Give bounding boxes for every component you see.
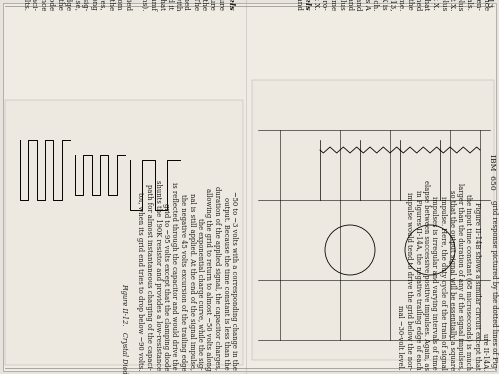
Text: across R, and B is 105 volts, the potential at X is: across R, and B is 105 volts, the potent… [380,0,388,10]
Text: cathode is returned to −70 volts. Thus, the tube has reached: cathode is returned to −70 volts. Thus, … [183,0,191,10]
Text: tial difference that exists between the two signals.: tial difference that exists between the … [465,0,473,10]
Text: the negative 45 volts excursion of the trailing edge: the negative 45 volts excursion of the t… [64,0,72,10]
Text: B signal will raises the potential of of point X.: B signal will raises the potential of of… [448,0,456,10]
FancyBboxPatch shape [5,100,243,365]
Text: is high and provides a means of dropping the poten-: is high and provides a means of dropping… [474,0,482,10]
Text: mal −30-volt level.: mal −30-volt level. [397,305,405,370]
FancyBboxPatch shape [252,80,494,360]
Text: grid is at −90 volts under no-signal conditions. The: grid is at −90 volts under no-signal con… [192,0,200,10]
Text: can be seen from the value of the components that: can be seen from the value of the compon… [158,0,166,10]
Text: Crystal diodes are also used for clamping, and: Crystal diodes are also used for clampin… [295,0,303,10]
Text: Figure II-14B shows a similar circuit except that: Figure II-14B shows a similar circuit ex… [473,202,481,370]
Text: shunts the 190K resistor and provides a low-resistance: shunts the 190K resistor and provides a … [154,180,162,370]
Text: Diodes Used for Restoration of DC Levels: Diodes Used for Restoration of DC Levels [227,0,235,10]
Text: elapse between successive positive impulses. Again, as: elapse between successive positive impul… [422,180,430,370]
Text: a no-signal equilibrium status and is conducting with: a no-signal equilibrium status and is co… [175,0,183,10]
Text: clipping in several places in the 650 circuits. Figure: clipping in several places in the 650 ci… [217,0,225,10]
Text: output. Because the time constant is less than the: output. Because the time constant is les… [222,197,230,370]
Text: through the mix diode, point X is raised to a plus: through the mix diode, point X is raised… [337,0,345,10]
Text: the input time constant (68 microseconds) is much: the input time constant (68 microseconds… [465,194,473,370]
Text: IBM  650: IBM 650 [488,154,496,190]
Text: larger than the duration of any of the signal impulses,: larger than the duration of any of the s… [456,183,464,370]
Text: shunts the 190K resistor and provides a low-resistance: shunts the 190K resistor and provides a … [38,0,46,10]
Text: result. Thus, either A and B, or C and D will pro-: result. Thus, either A and B, or C and D… [320,0,328,10]
Text: to the grid, the grid immediately rises by 43 volts from: to the grid, the grid immediately rises … [115,0,123,10]
Text: In either the switch or the mix circuits, notice that: In either the switch or the mix circuits… [423,0,431,10]
Text: In the combination switch and mix circuits, plus A: In the combination switch and mix circui… [363,0,371,10]
Text: B signal and provides a potential at point X, or the plus: B signal and provides a potential at poi… [457,0,465,10]
Text: potential. Signals C and D will accomplish the same: potential. Signals C and D will accompli… [329,0,337,10]
Text: by that branch of the switch or mix that has the: by that branch of the switch or mix that… [406,0,414,10]
Text: the exponential charge curve, while the sig-: the exponential charge curve, while the … [196,218,204,370]
Text: grid to −95 volts except that the clamping diode: grid to −95 volts except that the clampi… [47,0,55,10]
Text: B signal will raise the potential of point X.: B signal will raise the potential of poi… [431,0,439,10]
Text: the potential of the output point (X) is determined: the potential of the output point (X) is… [414,0,422,10]
Text: the negative 45 volts excursion of the trailing edge: the negative 45 volts excursion of the t… [179,193,187,370]
Text: Under these conditions either the plus A or the plus: Under these conditions either the plus A… [440,0,448,10]
Text: larger potential across it when both are not the same.: larger potential across it when both are… [397,0,405,10]
Text: ure II-14A.: ure II-14A. [482,333,490,370]
Text: potential at point X, because in diode back resistance: potential at point X, because in diode b… [482,0,490,10]
Text: × .19 megohms).: × .19 megohms). [141,0,149,10]
Text: in Figures II-14A, the negative trailing edge of each: in Figures II-14A, the negative trailing… [414,190,422,370]
Text: allowing the grid to return to almost −50 volts along: allowing the grid to return to almost −5… [205,188,213,370]
Text: through the clamping diode, the potential at Y and: through the clamping diode, the potentia… [354,0,362,10]
Text: the exponential charge curve, while the sig-: the exponential charge curve, while the … [81,0,89,10]
Text: path for almost instantaneous charging of the capaci-: path for almost instantaneous charging o… [30,0,38,10]
Text: When an 8 microsecond, 45-volt signal is applied: When an 8 microsecond, 45-volt signal is… [123,0,132,10]
Text: duration of the applied signal, the capacitor charges,: duration of the applied signal, the capa… [98,0,106,10]
Text: path for almost instantaneous charging of the capaci-: path for almost instantaneous charging o… [145,184,153,370]
FancyBboxPatch shape [3,3,496,371]
Text: allowing the grid to return to almost −50 volts along: allowing the grid to return to almost −5… [89,0,97,10]
Text: tor, when its grid end tries to drop below −90 volts.: tor, when its grid end tries to drop bel… [137,191,145,370]
Text: impulse. Here, the duty cycle of the train of signal: impulse. Here, the duty cycle of the tra… [439,196,447,370]
Text: is reflected through the capacitor and would drive the: is reflected through the capacitor and w… [55,0,63,10]
Text: −50 to −3 volts with a corresponding change in the: −50 to −3 volts with a corresponding cha… [230,191,238,370]
Text: II-14 shows a crystal diode clamping circuit. Figure: II-14 shows a crystal diode clamping cir… [209,0,217,10]
Text: Figure II-12.   Crystal Diodes Used for Clamping: Figure II-12. Crystal Diodes Used for Cl… [120,283,128,374]
Text: so that the output signal will be essentially a square: so that the output signal will be essent… [448,190,456,370]
Text: determined by the R, and B branch.: determined by the R, and B branch. [371,0,380,10]
Text: tor, when its grid end tries to drop below −90 volts.: tor, when its grid end tries to drop bel… [21,0,29,10]
Text: duration of the applied signal, the capacitor charges,: duration of the applied signal, the capa… [213,186,221,370]
Text: grid response pictured by the dotted lines of Fig-: grid response pictured by the dotted lin… [490,200,498,370]
Text: nal is still applied. At the end of the signal impulse,: nal is still applied. At the end of the … [72,0,80,10]
Text: is reflected through the capacitor and would drive the: is reflected through the capacitor and w… [171,183,179,370]
Text: 11-13: 11-13 [484,0,492,8]
Text: −50 to −3 volts. Because the time constant is less than the: −50 to −3 volts. Because the time consta… [106,0,114,10]
Text: the time constant is about 6 microseconds (3 mmf: the time constant is about 6 microsecond… [149,0,157,10]
Text: nal is still applied. At the end of the signal impulse,: nal is still applied. At the end of the … [188,193,196,370]
Text: Diodes Used for Restoration of DC Levels: Diodes Used for Restoration of DC Levels [303,0,311,10]
Text: vide an output signal at point X.: vide an output signal at point X. [312,0,320,10]
Text: impulse would tend to drive the grid below the nor-: impulse would tend to drive the grid bel… [405,192,413,370]
Text: grid to −95 volts except that the clamping diode: grid to −95 volts except that the clampi… [162,203,170,370]
Text: II-14A a crystal diode follower is shown where the: II-14A a crystal diode follower is shown… [200,0,208,10]
Text: and plus B signals raise the potential at Y and: and plus B signals raise the potential a… [346,0,354,10]
Text: impulses is irregular and varying intervals of time: impulses is irregular and varying interv… [431,196,439,370]
Text: For example, in the switch circuit of Figure II-13,: For example, in the switch circuit of Fi… [389,0,397,10]
Text: −5 volts of self bias. The grid has a capacitor input, and it: −5 volts of self bias. The grid has a ca… [166,0,174,10]
